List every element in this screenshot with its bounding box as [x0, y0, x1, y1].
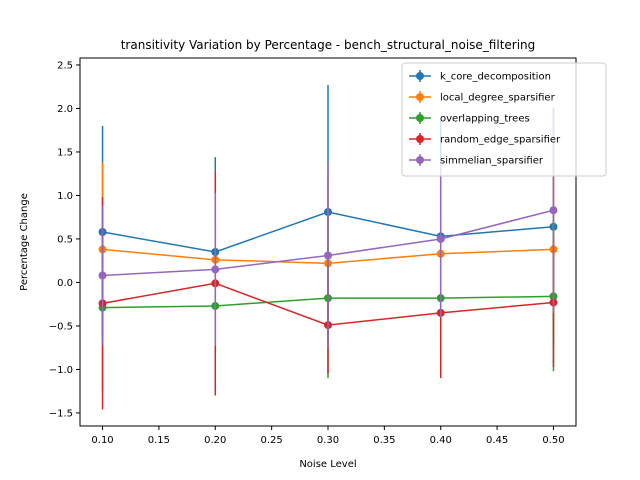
legend-item: local_degree_sparsifier [409, 91, 556, 104]
legend-label: random_edge_sparsifier [440, 135, 561, 146]
legend-item: random_edge_sparsifier [409, 133, 561, 146]
x-tick-label: 0.40 [430, 435, 452, 446]
legend-marker [416, 135, 424, 143]
data-point [549, 206, 558, 215]
x-tick-label: 0.45 [486, 435, 508, 446]
chart-title: transitivity Variation by Percentage - b… [121, 38, 536, 52]
x-tick-label: 0.30 [317, 435, 339, 446]
legend-label: local_degree_sparsifier [440, 93, 556, 104]
y-tick-label: −1.5 [49, 408, 73, 419]
y-axis: −1.5 −1.0 −0.5 0.0 0.5 1.0 1.5 2.0 2.5 [49, 60, 80, 419]
legend-label: k_core_decomposition [440, 72, 551, 83]
legend-item: k_core_decomposition [409, 70, 551, 83]
y-axis-label: Percentage Change [19, 193, 30, 291]
legend-label: overlapping_trees [440, 114, 530, 125]
x-tick-label: 0.10 [91, 435, 113, 446]
x-tick-label: 0.50 [542, 435, 564, 446]
data-point [436, 234, 445, 243]
series-simmelian_sparsifier [98, 107, 558, 349]
y-tick-label: 1.0 [57, 191, 73, 202]
legend-marker [416, 72, 424, 80]
legend-label: simmelian_sparsifier [440, 156, 544, 167]
y-tick-label: 1.5 [57, 147, 73, 158]
legend-marker [416, 93, 424, 101]
x-tick-label: 0.15 [148, 435, 170, 446]
legend-marker [416, 114, 424, 122]
x-tick-label: 0.25 [261, 435, 283, 446]
legend-marker [416, 156, 424, 164]
plot-area [98, 84, 558, 410]
legend-item: simmelian_sparsifier [409, 154, 544, 167]
legend-box [401, 62, 607, 177]
data-point [324, 251, 332, 260]
legend-item: overlapping_trees [409, 112, 530, 125]
y-tick-label: 2.5 [57, 60, 73, 71]
y-tick-label: 0.0 [57, 278, 73, 289]
data-point [98, 271, 107, 280]
x-tick-label: 0.35 [373, 435, 395, 446]
y-tick-label: 0.5 [57, 234, 73, 245]
x-axis-label: Noise Level [299, 459, 356, 470]
y-tick-label: −1.0 [49, 365, 73, 376]
data-point [211, 265, 220, 274]
y-tick-label: 2.0 [57, 104, 73, 115]
x-axis: 0.10 0.15 0.20 0.25 0.30 0.35 0.40 0.45 0.50 [91, 426, 565, 446]
legend: k_core_decomposition local_degree_sparsif… [401, 62, 607, 177]
y-tick-label: −0.5 [49, 321, 73, 332]
x-tick-label: 0.20 [204, 435, 226, 446]
